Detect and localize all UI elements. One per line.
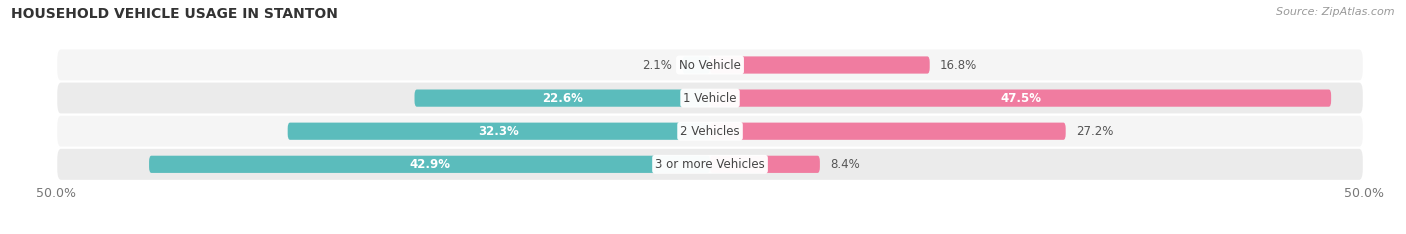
FancyBboxPatch shape — [682, 56, 710, 74]
FancyBboxPatch shape — [56, 82, 1364, 115]
Text: 2 Vehicles: 2 Vehicles — [681, 125, 740, 138]
Text: 47.5%: 47.5% — [1000, 91, 1040, 105]
FancyBboxPatch shape — [710, 89, 1331, 107]
Text: 27.2%: 27.2% — [1076, 125, 1114, 138]
Text: 8.4%: 8.4% — [831, 158, 860, 171]
Text: 3 or more Vehicles: 3 or more Vehicles — [655, 158, 765, 171]
Text: 22.6%: 22.6% — [541, 91, 582, 105]
Text: 32.3%: 32.3% — [478, 125, 519, 138]
FancyBboxPatch shape — [149, 156, 710, 173]
Text: HOUSEHOLD VEHICLE USAGE IN STANTON: HOUSEHOLD VEHICLE USAGE IN STANTON — [11, 7, 337, 21]
FancyBboxPatch shape — [56, 148, 1364, 181]
FancyBboxPatch shape — [710, 156, 820, 173]
FancyBboxPatch shape — [415, 89, 710, 107]
Text: 42.9%: 42.9% — [409, 158, 450, 171]
Text: Source: ZipAtlas.com: Source: ZipAtlas.com — [1277, 7, 1395, 17]
Text: 1 Vehicle: 1 Vehicle — [683, 91, 737, 105]
FancyBboxPatch shape — [710, 56, 929, 74]
FancyBboxPatch shape — [288, 123, 710, 140]
FancyBboxPatch shape — [56, 115, 1364, 148]
FancyBboxPatch shape — [56, 48, 1364, 82]
Text: No Vehicle: No Vehicle — [679, 58, 741, 72]
Text: 16.8%: 16.8% — [941, 58, 977, 72]
FancyBboxPatch shape — [710, 123, 1066, 140]
Text: 2.1%: 2.1% — [643, 58, 672, 72]
